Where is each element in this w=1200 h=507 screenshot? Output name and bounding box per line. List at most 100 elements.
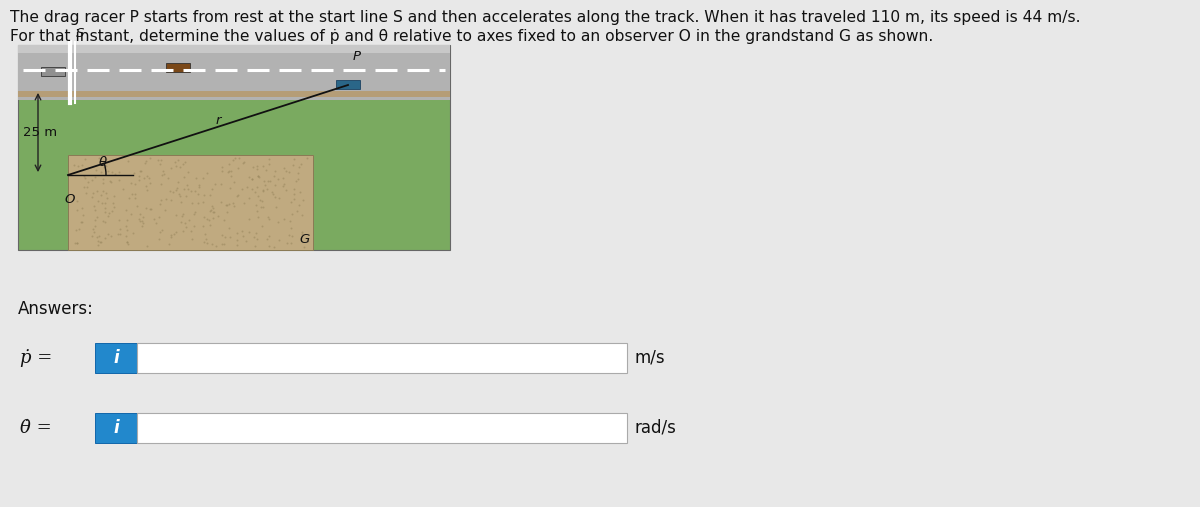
Point [205,180,224,189]
Point [220,167,239,175]
Polygon shape [336,80,360,89]
Point [238,184,257,192]
Point [259,215,278,223]
Point [94,175,113,183]
Point [254,177,274,185]
Point [217,200,236,208]
Point [130,171,149,179]
Point [108,230,127,238]
Point [228,164,247,172]
Point [194,174,214,182]
Point [140,154,160,162]
Point [116,222,136,230]
Point [248,192,268,200]
Point [166,158,185,166]
Point [91,168,110,176]
Point [74,172,94,180]
Point [178,168,197,176]
Point [212,240,232,248]
Point [151,156,170,164]
Point [98,212,118,220]
Point [178,180,197,189]
Point [67,226,86,234]
Point [138,172,157,180]
Point [185,222,204,230]
Point [130,215,149,223]
Point [173,160,192,168]
Point [212,167,232,175]
Point [289,201,308,209]
Point [204,207,223,215]
Point [73,204,92,212]
Point [193,198,212,206]
Point [85,201,104,209]
Point [203,204,222,212]
Point [88,233,107,241]
Point [85,228,104,236]
Point [277,239,296,247]
Point [194,191,214,199]
Point [166,162,185,170]
Point [222,172,241,180]
Point [107,155,126,163]
Point [131,167,150,175]
Text: ṗ =: ṗ = [20,349,53,367]
Point [98,167,118,175]
Point [152,226,172,234]
Point [284,155,304,163]
Point [256,181,275,189]
Point [293,230,312,238]
Text: For that instant, determine the values of ṗ and θ̇ relative to axes fixed to an : For that instant, determine the values o… [10,29,934,44]
FancyBboxPatch shape [18,45,450,100]
Point [206,242,226,250]
Point [274,180,293,188]
Point [181,227,200,235]
Point [203,240,222,248]
Point [199,216,218,224]
Point [276,167,295,175]
Point [110,230,130,238]
Point [156,206,175,214]
Point [161,233,180,241]
Point [265,242,284,250]
Point [287,207,306,215]
Point [77,189,96,197]
Point [122,190,142,198]
Point [174,209,193,218]
Point [160,240,179,248]
Point [127,202,146,210]
Point [264,171,283,179]
Point [223,199,242,207]
Point [188,199,208,207]
Point [167,228,186,236]
Point [284,185,304,193]
Point [282,239,301,247]
Point [233,159,252,167]
Point [140,179,160,187]
Point [97,189,116,197]
Point [200,191,220,199]
Point [163,188,182,196]
Point [131,216,150,225]
Point [86,166,106,174]
Point [130,176,149,185]
Point [292,228,311,236]
Point [84,225,103,233]
Point [247,183,266,191]
Point [232,185,251,193]
Point [276,186,295,194]
Point [190,183,209,191]
Point [68,162,88,170]
Point [174,185,193,193]
Point [294,196,313,204]
Point [224,202,244,210]
Point [242,175,262,183]
Point [282,232,301,240]
Point [228,229,247,237]
Point [78,178,97,186]
Point [198,215,217,223]
Point [181,187,200,195]
Point [119,157,138,165]
Point [270,194,289,202]
Point [182,199,202,207]
